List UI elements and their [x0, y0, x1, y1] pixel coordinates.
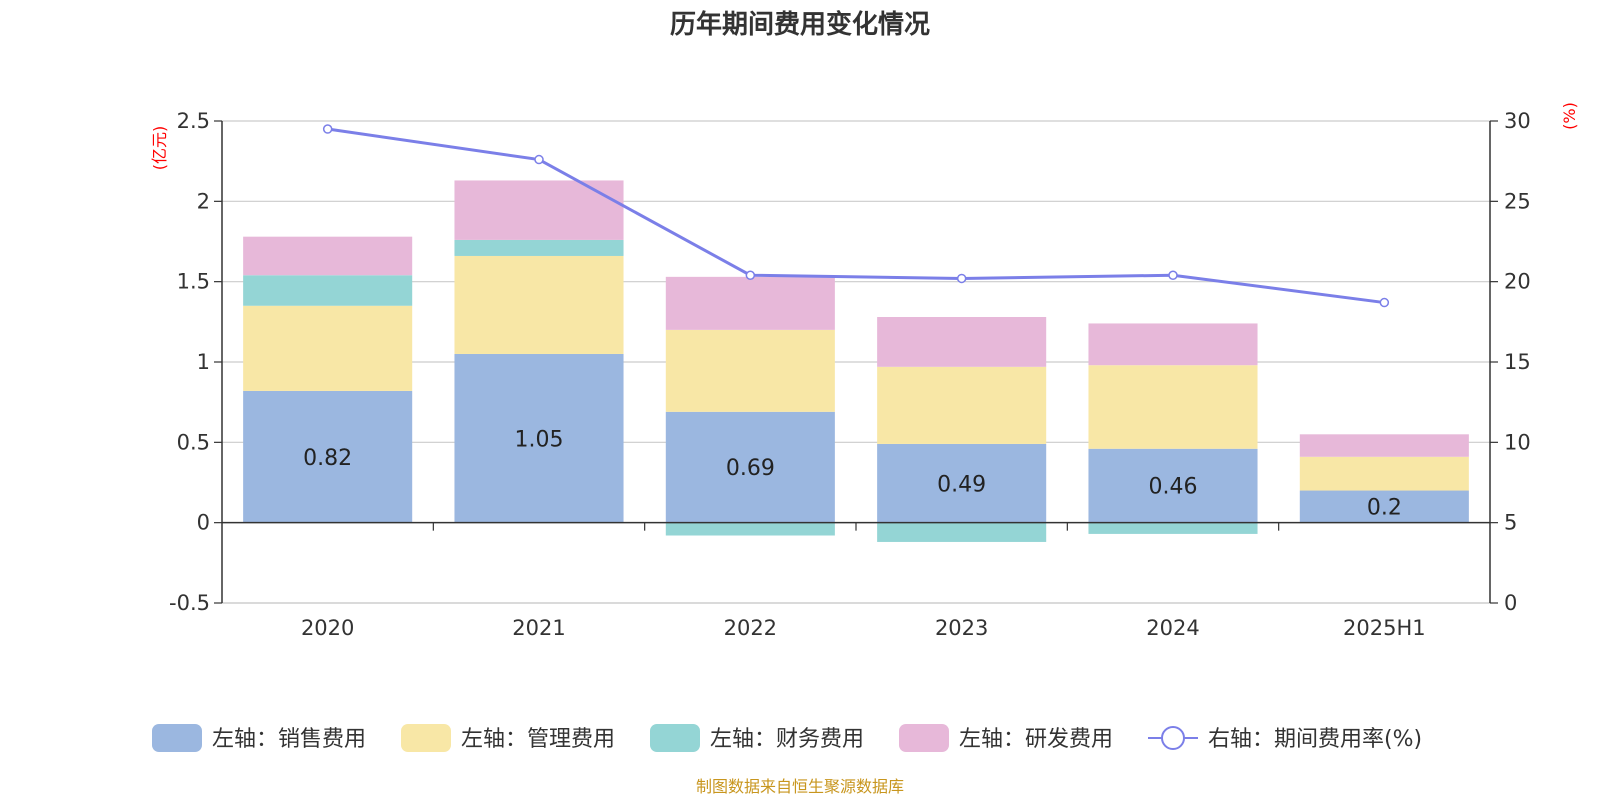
bar-segment [1088, 323, 1258, 366]
rate-point [745, 270, 756, 280]
right-axis-tick-label: 15 [1504, 350, 1531, 374]
left-axis-tick-label: -0.5 [169, 591, 210, 615]
bar-data-label: 1.05 [515, 427, 564, 452]
right-axis-tick-label: 20 [1504, 270, 1531, 294]
grid-lines [222, 120, 1490, 604]
legend-item: 左轴：财务费用 [650, 724, 864, 752]
chart-title: 历年期间费用变化情况 [670, 9, 930, 40]
data-labels: 0.82 1.05 0.69 0.49 0.46 0.2 [303, 427, 1402, 520]
bar-segment [243, 305, 413, 391]
rate-line-series [322, 124, 1390, 308]
legend-label: 左轴：财务费用 [710, 727, 864, 752]
legend-item: 左轴：研发费用 [899, 724, 1113, 752]
bar-segment [1299, 490, 1469, 523]
legend-item: 左轴：管理费用 [401, 724, 615, 752]
x-axis-tick-label: 2021 [512, 616, 565, 640]
legend-swatch [152, 724, 202, 752]
bar-segment [243, 275, 413, 306]
left-axis-tick-label: 0.5 [177, 430, 210, 454]
bar-data-label: 0.46 [1149, 475, 1198, 500]
bar-segment [877, 443, 1047, 523]
bar-segment [877, 522, 1047, 542]
legend-label: 左轴：销售费用 [212, 727, 366, 752]
legend-item: 右轴：期间费用率(%) [1148, 726, 1422, 752]
rate-point [1379, 297, 1390, 308]
x-axis-tick-label: 2024 [1146, 616, 1199, 640]
rate-point [534, 154, 544, 165]
bar-segment [665, 329, 835, 412]
legend-label: 左轴：管理费用 [461, 727, 615, 752]
right-axis-tick-label: 0 [1504, 591, 1517, 615]
left-axis-tick-label: 0 [197, 511, 210, 535]
rate-point [322, 124, 333, 134]
source-note: 制图数据来自恒生聚源数据库 [696, 777, 904, 796]
bar-segment [243, 390, 413, 523]
bar-data-label: 0.2 [1367, 496, 1402, 521]
bar-segment [1299, 434, 1469, 457]
right-axis-tick-label: 10 [1504, 430, 1531, 454]
legend-label: 右轴：期间费用率(%) [1208, 727, 1422, 752]
bar-segment [665, 276, 835, 330]
right-axis-tick-label: 30 [1504, 109, 1531, 133]
bar-segment [454, 353, 624, 523]
right-axis-tick-label: 25 [1504, 189, 1531, 213]
x-axis-tick-label: 2022 [724, 616, 777, 640]
bar-segment [877, 366, 1047, 444]
legend: 左轴：销售费用 左轴：管理费用 左轴：财务费用 左轴：研发费用 右轴：期间费用率(%) [152, 724, 1422, 752]
legend-swatch [899, 724, 949, 752]
left-axis-tick-label: 1.5 [177, 270, 210, 294]
left-axis-unit: (亿元) [150, 126, 169, 171]
rate-point [956, 273, 967, 284]
legend-label: 左轴：研发费用 [959, 727, 1113, 752]
x-axis-tick-label: 2020 [301, 616, 354, 640]
right-axis-unit: (%) [1560, 102, 1579, 130]
x-axis-tick-label: 2025H1 [1343, 616, 1426, 640]
bar-data-label: 0.69 [726, 456, 775, 481]
bar-segment [665, 411, 835, 523]
bar-segment [1088, 522, 1258, 534]
x-axis-tick-label: 2023 [935, 616, 988, 640]
right-axis-tick-label: 5 [1504, 511, 1517, 535]
axes: -0.5 0 0.5 1 1.5 2 2.5 0 5 10 15 20 25 30 2020 2021 2022… [169, 109, 1531, 640]
left-axis-tick-label: 1 [197, 350, 210, 374]
bar-segment [454, 255, 624, 354]
bar-segment [877, 317, 1047, 367]
bar-segment [454, 180, 624, 240]
left-axis-tick-label: 2 [197, 189, 210, 213]
bar-segment [243, 236, 413, 276]
bar-data-label: 0.49 [937, 472, 986, 497]
rate-line [327, 127, 1385, 305]
bar-segment [454, 239, 624, 256]
bar-segment [665, 522, 835, 536]
bar-segment [1088, 365, 1258, 449]
bar-data-label: 0.82 [303, 446, 352, 471]
legend-marker [1161, 726, 1185, 750]
bar-segment [1088, 448, 1258, 523]
left-axis-tick-label: 2.5 [177, 109, 210, 133]
legend-swatch [650, 724, 700, 752]
rate-point [1168, 270, 1178, 280]
legend-item: 左轴：销售费用 [152, 724, 366, 752]
legend-swatch [401, 724, 451, 752]
bar-series [243, 180, 1469, 542]
bar-segment [1299, 456, 1469, 491]
